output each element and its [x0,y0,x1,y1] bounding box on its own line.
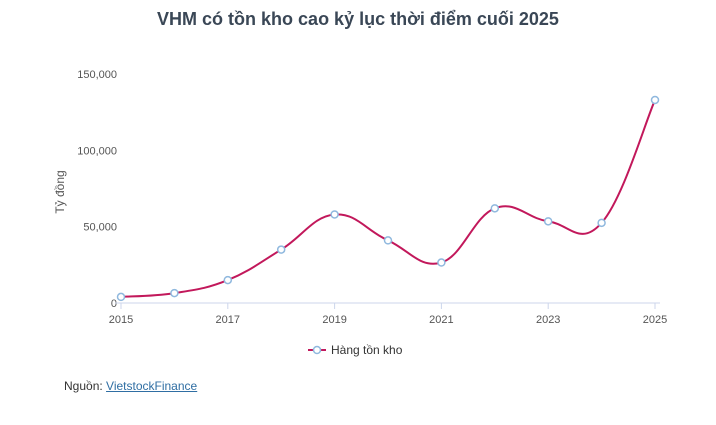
x-tick-label: 2017 [216,314,240,326]
chart-title: VHM có tồn kho cao kỷ lục thời điểm cuối… [157,9,559,29]
data-point[interactable] [543,217,553,226]
x-tick-label: 2019 [322,314,346,326]
legend-label: Hàng tồn kho [331,343,403,357]
x-tick-label: 2021 [429,314,453,326]
y-axis-ticks: 0 50,000 100,000 150,000 [77,69,117,310]
data-point[interactable] [383,236,393,245]
legend-marker [312,345,322,355]
data-point[interactable] [170,288,179,298]
data-point[interactable] [650,95,660,105]
data-point[interactable] [223,275,233,285]
x-tick-label: 2023 [536,314,560,326]
series-points [116,95,660,302]
data-point[interactable] [437,258,446,267]
x-tick-label: 2025 [643,314,667,326]
source-link[interactable]: VietstockFinance [106,379,198,393]
y-axis-label: Tỷ đồng [53,170,67,213]
source-line: Nguồn: VietstockFinance [64,379,197,393]
y-tick-label: 50,000 [83,222,117,234]
series-line [120,99,656,298]
data-point[interactable] [116,292,126,302]
data-point[interactable] [490,204,500,213]
x-tick-label: 2015 [109,314,133,326]
source-label: Nguồn: [64,379,103,393]
y-tick-label: 0 [111,298,117,310]
data-point[interactable] [276,245,286,254]
data-point[interactable] [597,218,606,228]
data-point[interactable] [330,210,339,219]
y-tick-label: 100,000 [77,145,117,157]
x-axis-ticks: 2015 2017 2019 2021 2023 2025 [109,303,667,326]
y-tick-label: 150,000 [77,69,117,81]
legend[interactable]: Hàng tồn kho [308,343,403,357]
